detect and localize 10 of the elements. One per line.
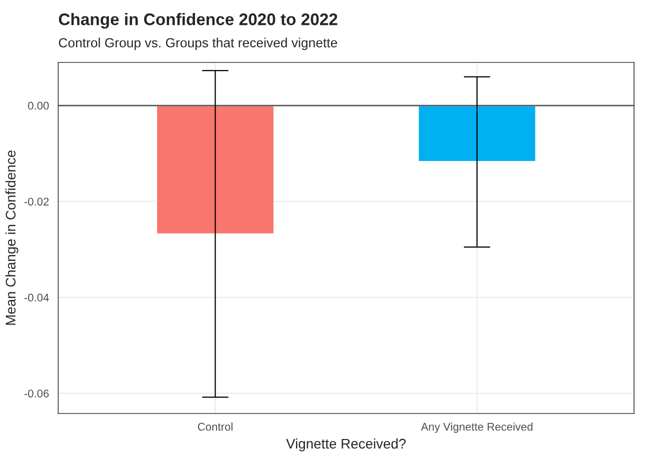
y-axis-title: Mean Change in Confidence bbox=[5, 150, 18, 325]
x-tick-label: Control bbox=[198, 422, 232, 431]
chart-title: Change in Confidence 2020 to 2022 bbox=[58, 12, 338, 29]
y-tick-label: -0.04 bbox=[24, 294, 49, 302]
x-axis-title: Vignette Received? bbox=[286, 438, 406, 452]
chart-subtitle: Control Group vs. Groups that received vignette bbox=[58, 38, 338, 50]
x-tick-label: Any Vignette Received bbox=[420, 422, 532, 433]
y-tick-label: -0.02 bbox=[24, 198, 49, 206]
y-tick-label: -0.06 bbox=[24, 390, 49, 398]
y-tick-label: 0.00 bbox=[28, 102, 49, 110]
